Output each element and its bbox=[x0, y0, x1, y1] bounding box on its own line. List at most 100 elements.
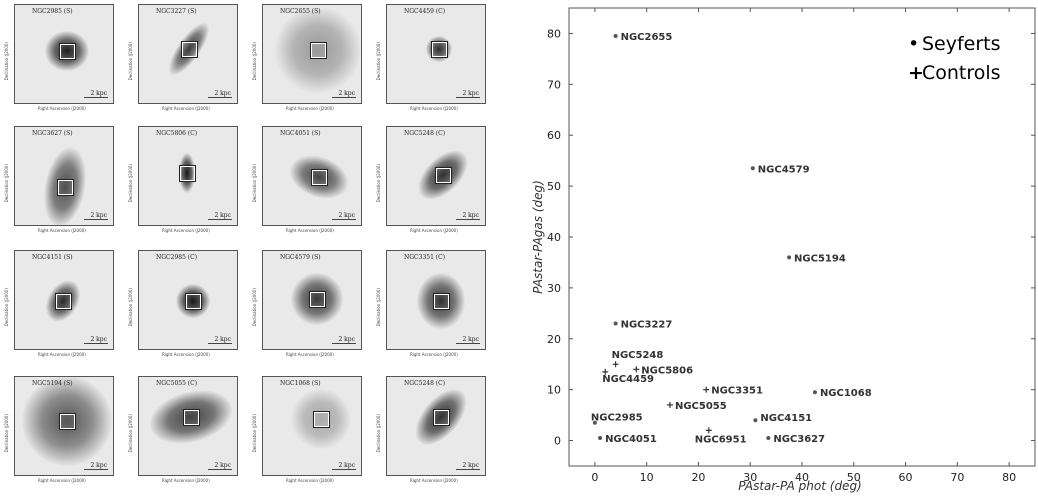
point-label: NGC5194 bbox=[794, 253, 846, 264]
aperture-box bbox=[60, 414, 75, 429]
galaxy-blob bbox=[291, 273, 343, 325]
galaxy-label: NGC4151 (S) bbox=[32, 254, 73, 261]
scale-bar bbox=[208, 469, 232, 470]
y-tick-label: 30 bbox=[547, 282, 561, 295]
seyfert-point bbox=[613, 33, 618, 38]
point-label: NGC1068 bbox=[820, 388, 872, 399]
panel-y-title: Declination (J2000) bbox=[128, 414, 133, 453]
point-label: NGC3627 bbox=[773, 434, 825, 445]
galaxy-blob bbox=[291, 389, 351, 449]
galaxy-label: NGC3351 (C) bbox=[404, 254, 446, 261]
galaxy-panel: NGC3351 (C) 2 kpc Declination (J2000) Right… bbox=[372, 248, 486, 360]
legend-label-controls: Controls bbox=[922, 62, 1001, 84]
scale-bar bbox=[456, 343, 480, 344]
galaxy-label: NGC2655 (S) bbox=[280, 8, 321, 15]
galaxy-label: NGC2985 (C) bbox=[156, 254, 198, 261]
y-tick-label: 80 bbox=[547, 27, 561, 40]
galaxy-panel: NGC4579 (S) 2 kpc Declination (J2000) Right… bbox=[248, 248, 362, 360]
seyfert-point bbox=[753, 418, 758, 423]
galaxy-image: NGC2655 (S) 2 kpc bbox=[262, 4, 362, 104]
scale-bar bbox=[332, 97, 356, 98]
axis-ticks: 0 10 20 30 40 50 60 70 80 0 10 20 30 40 50 60 70 80 bbox=[547, 8, 1035, 484]
aperture-box bbox=[314, 412, 329, 427]
galaxy-panel: NGC4051 (S) 2 kpc Declination (J2000) Right… bbox=[248, 124, 362, 236]
panel-y-title: Declination (J2000) bbox=[4, 414, 9, 453]
scale-bar bbox=[84, 469, 108, 470]
x-tick-label: 70 bbox=[950, 471, 964, 484]
galaxy-image: NGC1068 (S) 2 kpc bbox=[262, 376, 362, 476]
galaxy-panel: NGC2655 (S) 2 kpc Declination (J2000) Right… bbox=[248, 2, 362, 114]
panel-y-title: Declination (J2000) bbox=[4, 42, 9, 81]
legend-label-seyferts: Seyferts bbox=[922, 33, 1001, 55]
scale-label: 2 kpc bbox=[338, 90, 355, 97]
y-tick-label: 0 bbox=[554, 435, 561, 448]
aperture-box bbox=[186, 294, 201, 309]
aperture-box bbox=[60, 44, 75, 59]
galaxy-label: NGC5194 (S) bbox=[32, 380, 73, 387]
panel-y-title: Declination (J2000) bbox=[252, 164, 257, 203]
point-label: NGC4051 bbox=[605, 434, 657, 445]
galaxy-label: NGC4051 (S) bbox=[280, 130, 321, 137]
scale-label: 2 kpc bbox=[462, 336, 479, 343]
point-label: NGC4459 bbox=[602, 374, 654, 385]
x-tick-label: 30 bbox=[743, 471, 757, 484]
scale-label: 2 kpc bbox=[90, 336, 107, 343]
galaxy-blob bbox=[45, 31, 89, 71]
aperture-box bbox=[310, 292, 325, 307]
scale-label: 2 kpc bbox=[338, 212, 355, 219]
seyfert-point bbox=[766, 436, 771, 441]
x-tick-label: 0 bbox=[591, 471, 598, 484]
galaxy-label: NGC5248 (C) bbox=[404, 380, 446, 387]
scatter-chart: 0 10 20 30 40 50 60 70 80 0 10 20 30 40 50 60 70 80 NGC26… bbox=[531, 7, 1036, 493]
aperture-box bbox=[182, 42, 197, 57]
panel-x-title: Right Ascension (J2000) bbox=[410, 478, 458, 483]
y-tick-label: 70 bbox=[547, 78, 561, 91]
panel-x-title: Right Ascension (J2000) bbox=[38, 228, 86, 233]
galaxy-blob bbox=[176, 284, 210, 318]
panel-x-title: Right Ascension (J2000) bbox=[286, 352, 334, 357]
scale-label: 2 kpc bbox=[462, 212, 479, 219]
galaxy-panel: NGC4459 (C) 2 kpc Declination (J2000) Right… bbox=[372, 2, 486, 114]
galaxy-label: NGC4579 (S) bbox=[280, 254, 321, 261]
point-label: NGC3351 bbox=[711, 386, 763, 397]
aperture-box bbox=[180, 166, 195, 181]
scale-label: 2 kpc bbox=[338, 462, 355, 469]
scale-label: 2 kpc bbox=[462, 90, 479, 97]
point-label: NGC4579 bbox=[758, 164, 810, 175]
aperture-box bbox=[436, 168, 451, 183]
panel-y-title: Declination (J2000) bbox=[4, 288, 9, 327]
galaxy-blob bbox=[275, 7, 361, 93]
seyfert-point bbox=[592, 420, 597, 425]
seyfert-point bbox=[812, 390, 817, 395]
scale-label: 2 kpc bbox=[214, 336, 231, 343]
point-label: NGC6951 bbox=[695, 434, 747, 445]
galaxy-image: NGC5055 (C) 2 kpc bbox=[138, 376, 238, 476]
galaxy-image: NGC2985 (S) 2 kpc bbox=[14, 4, 114, 104]
scale-label: 2 kpc bbox=[462, 462, 479, 469]
galaxy-image-mosaic: NGC2985 (S) 2 kpc Declination (J2000) Right… bbox=[0, 0, 518, 498]
panel-x-title: Right Ascension (J2000) bbox=[38, 106, 86, 111]
galaxy-image: NGC5806 (C) 2 kpc bbox=[138, 126, 238, 226]
panel-x-title: Right Ascension (J2000) bbox=[38, 352, 86, 357]
panel-x-title: Right Ascension (J2000) bbox=[410, 106, 458, 111]
galaxy-blob bbox=[417, 273, 465, 329]
panel-y-title: Declination (J2000) bbox=[376, 414, 381, 453]
panel-y-title: Declination (J2000) bbox=[376, 164, 381, 203]
scale-bar bbox=[332, 219, 356, 220]
scale-bar bbox=[332, 469, 356, 470]
aperture-box bbox=[432, 42, 447, 57]
galaxy-image: NGC5194 (S) 2 kpc bbox=[14, 376, 114, 476]
galaxy-panel: NGC1068 (S) 2 kpc Declination (J2000) Right… bbox=[248, 374, 362, 486]
galaxy-panel: NGC3627 (S) 2 kpc Declination (J2000) Right… bbox=[0, 124, 114, 236]
point-label: NGC4151 bbox=[760, 413, 812, 424]
panel-y-title: Declination (J2000) bbox=[128, 164, 133, 203]
point-label: NGC2655 bbox=[621, 32, 673, 43]
galaxy-image: NGC4051 (S) 2 kpc bbox=[262, 126, 362, 226]
legend-symbol-controls: + bbox=[908, 62, 924, 84]
galaxy-label: NGC4459 (C) bbox=[404, 8, 446, 15]
scale-bar bbox=[208, 343, 232, 344]
scale-bar bbox=[332, 343, 356, 344]
plot-frame bbox=[568, 7, 1036, 467]
galaxy-label: NGC1068 (S) bbox=[280, 380, 321, 387]
x-tick-label: 20 bbox=[691, 471, 705, 484]
